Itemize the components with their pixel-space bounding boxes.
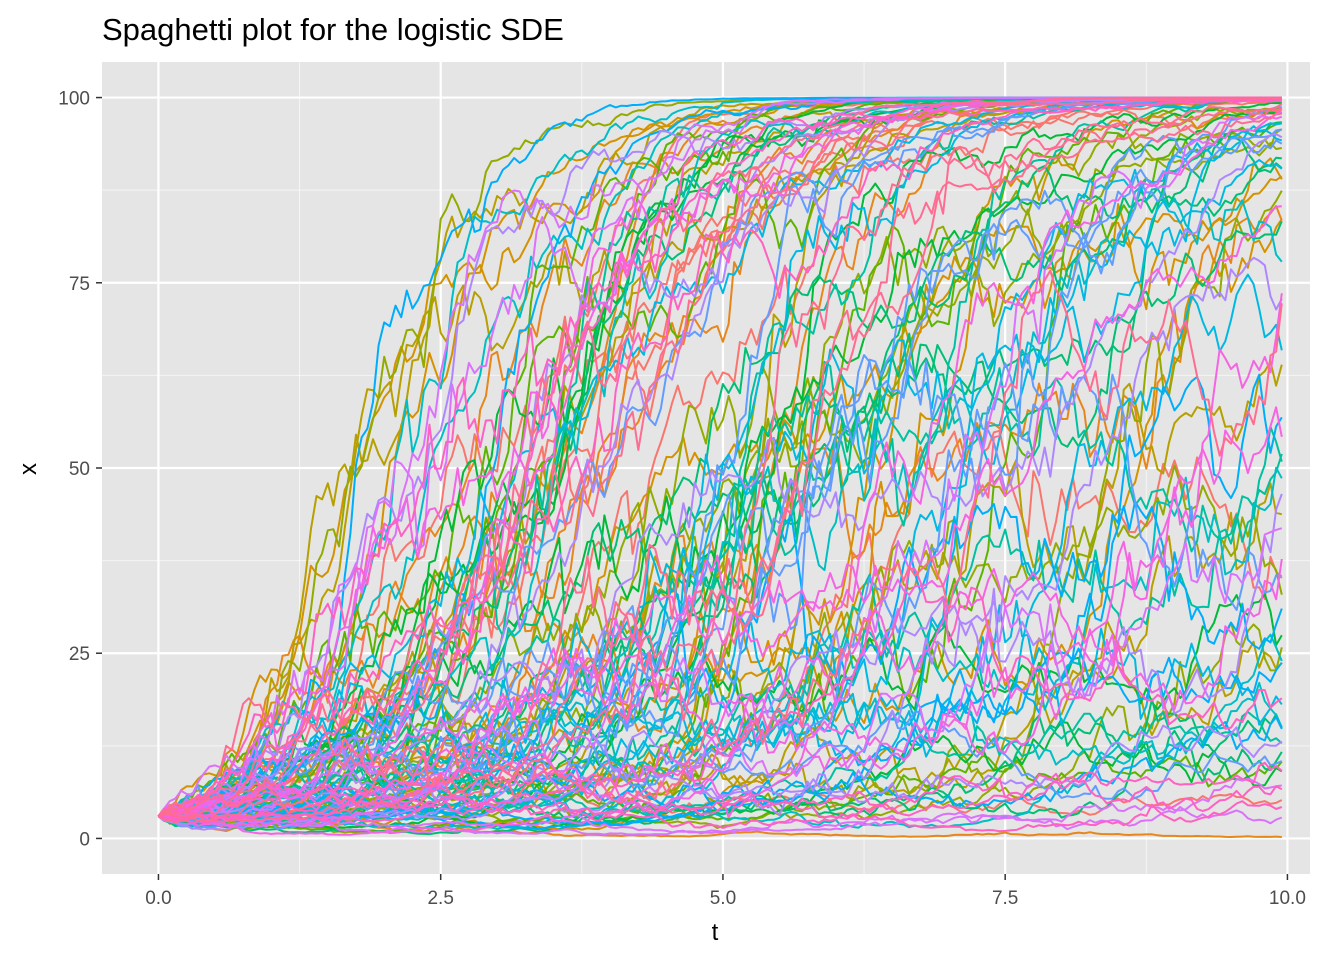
trajectory-line [158, 97, 1282, 818]
trajectory-line [158, 99, 1282, 818]
trajectory-line [158, 205, 1282, 818]
trajectory-line [157, 772, 1283, 822]
x-axis-title: t [712, 919, 719, 946]
trajectory-line [157, 103, 1283, 817]
trajectory-line [158, 121, 1282, 818]
trajectory-line [158, 133, 1283, 818]
chart-title: Spaghetti plot for the logistic SDE [102, 12, 564, 47]
y-tick-label: 75 [69, 274, 90, 295]
trajectory-line [157, 108, 1283, 818]
trajectory-line [158, 185, 1283, 820]
trajectory-line [158, 761, 1283, 825]
y-tick-label: 100 [58, 89, 90, 110]
trajectory-line [158, 97, 1282, 818]
x-tick-label: 7.5 [992, 888, 1018, 909]
trajectory-line [157, 96, 1282, 818]
trajectory-line [158, 500, 1283, 818]
trajectory-line [157, 777, 1282, 834]
trajectory-line [158, 558, 1283, 836]
series-layer [157, 96, 1283, 838]
trajectory-line [157, 567, 1283, 817]
x-tick-label: 10.0 [1269, 888, 1306, 909]
y-axis: 0 25 50 75 100 [58, 89, 102, 850]
trajectory-line [157, 99, 1282, 820]
plot-panel [102, 62, 1310, 874]
trajectory-line [157, 795, 1283, 836]
trajectory-line [157, 220, 1283, 818]
x-tick-label: 0.0 [145, 888, 171, 909]
trajectory-line [157, 269, 1283, 824]
x-tick-label: 2.5 [427, 888, 453, 909]
trajectory-line [158, 527, 1283, 819]
trajectory-line [158, 293, 1283, 828]
y-tick-label: 50 [69, 459, 90, 480]
y-tick-label: 0 [79, 829, 90, 850]
x-axis: 0.0 2.5 5.0 7.5 10.0 [145, 874, 1306, 909]
trajectory-line [157, 107, 1282, 818]
trajectory-line [158, 710, 1283, 821]
y-axis-title: x [15, 463, 42, 475]
trajectory-line [157, 785, 1283, 833]
y-tick-label: 25 [69, 644, 90, 665]
trajectory-line [158, 599, 1283, 826]
trajectory-line [158, 96, 1282, 818]
trajectory-line [158, 406, 1283, 818]
x-tick-label: 5.0 [710, 888, 736, 909]
